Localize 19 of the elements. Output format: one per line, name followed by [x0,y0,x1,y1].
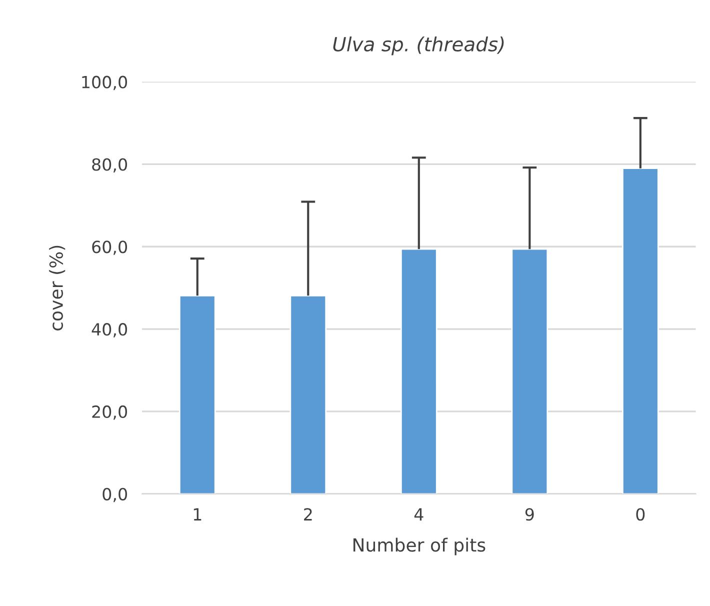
x-tick-label: 4 [414,508,424,520]
bar [400,248,438,494]
bar [290,294,327,494]
chart-title: Ulva sp. (threads) [333,36,504,56]
x-tick-label: 1 [194,508,202,520]
y-tick-label: 0,0 [102,488,128,502]
bar [622,168,659,494]
bar [178,294,216,494]
x-tick-label: 9 [525,508,534,521]
y-tick-label: 100,0 [82,76,128,90]
y-tick-label: 60,0 [92,240,128,255]
bar [511,248,548,494]
y-tick-label: 20,0 [92,405,128,420]
y-axis-title: cover (%) [49,246,66,330]
x-tick-label: 2 [304,508,312,520]
x-tick-label: 0 [636,508,645,521]
y-tick-label: 80,0 [92,158,128,172]
x-axis-title: Number of pits [353,538,486,556]
y-tick-label: 40,0 [92,323,128,338]
